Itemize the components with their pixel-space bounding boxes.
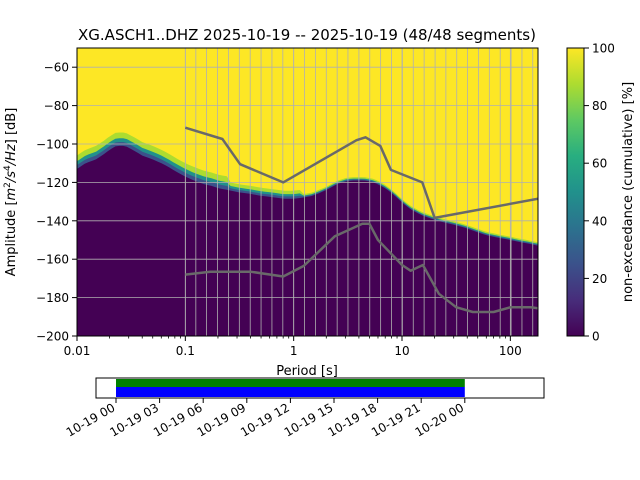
y-label-exp-2: 2 <box>3 182 13 188</box>
y-axis: −60 −80 −100 −120 −140 −160 −180 −200 <box>36 61 77 344</box>
y-label-exp-4: 4 <box>3 165 13 171</box>
coverage-tick-label: 10-19 09 <box>195 400 249 439</box>
histogram-heatmap <box>77 48 538 336</box>
noise-model-high-line <box>184 126 538 220</box>
coverage-tick-label: 10-19 00 <box>64 400 118 439</box>
x-axis: 0.01 0.1 1 10 100 <box>64 336 522 358</box>
plot-frame <box>76 47 539 337</box>
coverage-tick-label: 10-19 21 <box>369 400 423 439</box>
colorbar-tick-label: 20 <box>592 272 607 286</box>
coverage-tick-label: 10-19 15 <box>282 400 336 439</box>
data-coverage-bar <box>95 377 545 399</box>
available-data-bar <box>116 387 465 397</box>
y-label-unit-hz: /Hz <box>4 143 19 166</box>
non-exceedance-fill <box>77 145 538 336</box>
y-tick-label: −100 <box>36 138 69 152</box>
noise-model-low-line <box>185 222 538 314</box>
x-tick-label: 100 <box>499 344 522 358</box>
y-tick-label: −60 <box>44 61 69 75</box>
y-axis-label: Amplitude [m2/s4/Hz] [dB] <box>3 108 19 277</box>
colorbar-tick-label: 40 <box>592 214 607 228</box>
y-tick-label: −200 <box>36 330 69 344</box>
y-label-unit-m: m <box>4 188 19 201</box>
y-label-suffix: ] [dB] <box>4 108 19 145</box>
colorbar-tick-label: 60 <box>592 157 607 171</box>
x-tick-label: 0.1 <box>176 344 195 358</box>
grid-lines <box>77 48 538 336</box>
y-tick-label: −120 <box>36 176 69 190</box>
colorbar-tick-label: 80 <box>592 99 607 113</box>
y-tick-label: −160 <box>36 253 69 267</box>
x-tick-label: 1 <box>290 344 298 358</box>
colorbar <box>566 47 585 337</box>
y-tick-label: −180 <box>36 291 69 305</box>
chart-title: XG.ASCH1..DHZ 2025-10-19 -- 2025-10-19 (… <box>78 26 536 44</box>
y-label-unit-s: /s <box>4 171 19 183</box>
colorbar-tick-label: 100 <box>592 42 615 56</box>
coverage-tick-label: 10-20 00 <box>413 400 467 439</box>
y-tick-label: −80 <box>44 99 69 113</box>
coverage-tick-label: 10-19 18 <box>325 400 379 439</box>
y-tick-label: −140 <box>36 214 69 228</box>
coverage-tick-label: 10-19 06 <box>151 400 205 439</box>
colorbar-tick-label: 0 <box>592 330 600 344</box>
x-tick-label: 10 <box>394 344 409 358</box>
y-label-prefix: Amplitude [ <box>4 200 19 276</box>
coverage-tick-label: 10-19 03 <box>107 400 161 439</box>
x-tick-label: 0.01 <box>64 344 91 358</box>
processed-segments-bar <box>116 379 465 387</box>
colorbar-label: non-exceedance (cumulative) [%] <box>621 82 636 302</box>
colorbar-ticks: 0 20 40 60 80 100 <box>584 42 615 344</box>
coverage-tick-label: 10-19 12 <box>238 400 292 439</box>
x-axis-label: Period [s] <box>276 364 338 379</box>
